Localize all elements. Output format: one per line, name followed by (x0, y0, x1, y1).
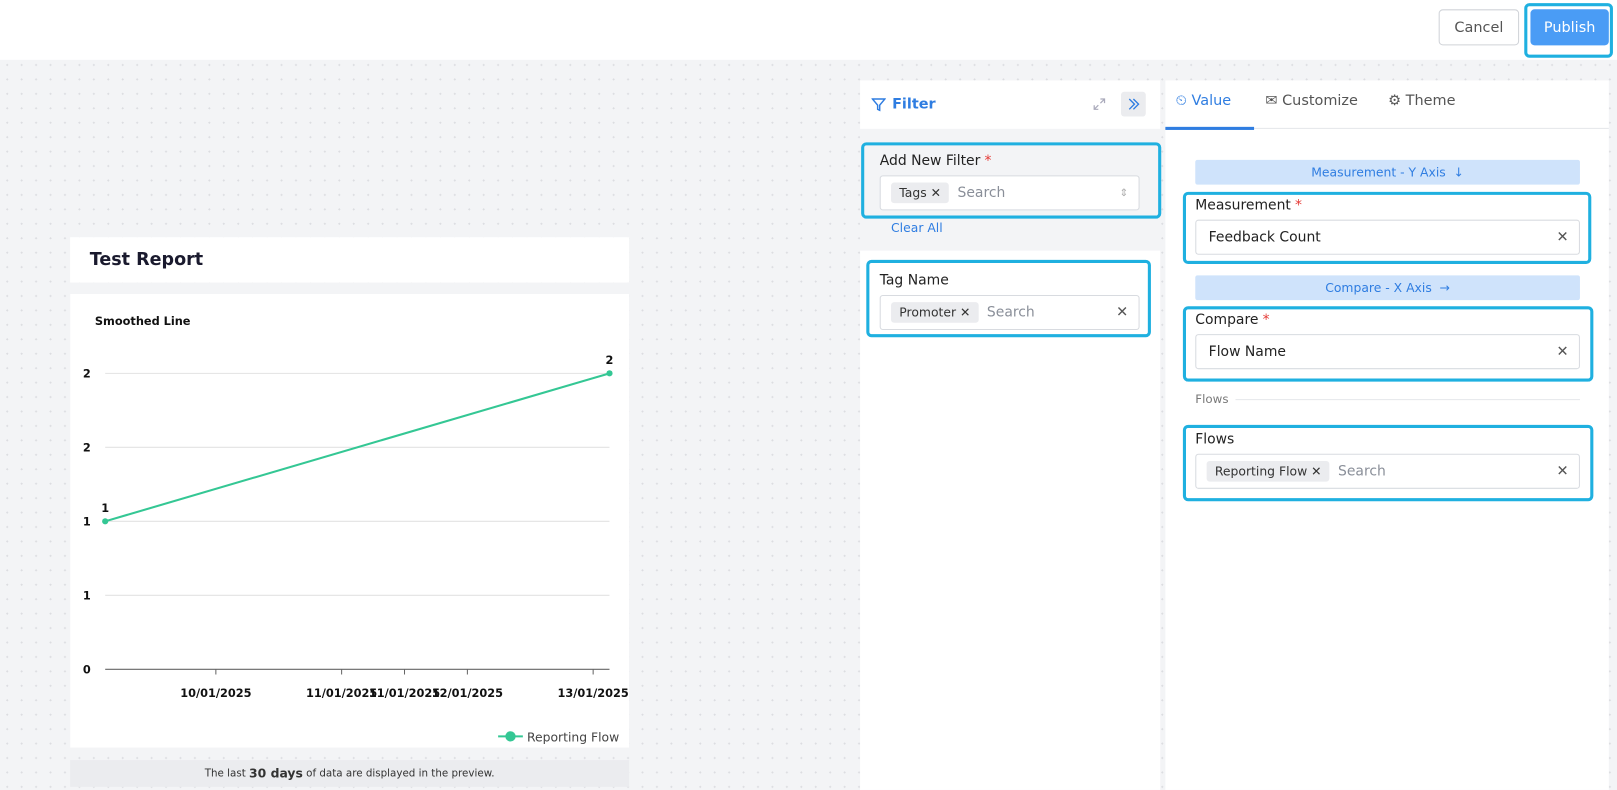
filter-title: Filter (892, 95, 936, 113)
tags-select[interactable]: Tags ✕ Search ⇕ (879, 175, 1140, 211)
field-label: Flows (1195, 431, 1235, 448)
expand-icon[interactable] (1092, 97, 1106, 111)
divider (1235, 399, 1580, 401)
y-tick-label: 1 (83, 588, 91, 602)
chart-title: Smoothed Line (95, 314, 191, 328)
field-label: Compare * (1195, 311, 1269, 328)
chip-text: Tags (899, 185, 927, 201)
chip-text: Promoter (899, 305, 957, 320)
x-tick-label: 13/01/2025 (557, 686, 628, 700)
highlight (861, 142, 1162, 219)
select-value: Feedback Count (1208, 228, 1321, 246)
footer-text: The last (204, 767, 250, 780)
field-label: Add New Filter * (880, 153, 992, 170)
y-tick-label: 1 (83, 514, 91, 528)
highlight (1182, 306, 1594, 382)
active-tab-underline (1165, 126, 1255, 130)
top-bar (0, 0, 1617, 60)
data-label: 1 (101, 501, 109, 515)
banner-text: Measurement - Y Axis (1311, 165, 1446, 180)
settings-panel (1165, 80, 1609, 790)
chip: Tags ✕ (891, 182, 950, 204)
data-label: 2 (606, 353, 614, 367)
banner-text: Compare - X Axis (1325, 280, 1432, 295)
axis-banner: Measurement - Y Axis ↓ (1195, 159, 1580, 185)
tab-label: Customize (1282, 92, 1358, 110)
field-label: Tag Name (879, 272, 949, 289)
filter-header (860, 80, 1161, 129)
highlight (1524, 3, 1613, 58)
y-tick-label: 2 (83, 366, 91, 380)
publish-button[interactable]: Publish (1530, 9, 1609, 46)
cancel-button[interactable]: Cancel (1438, 9, 1520, 46)
tag-section (860, 250, 1161, 790)
x-tick-label: 12/01/2025 (432, 686, 503, 700)
x-tick-label: 11/01/2025 (306, 686, 377, 700)
select-value: Flow Name (1208, 343, 1286, 360)
footer-bold: 30 days (249, 766, 303, 781)
x-tick-label: 10/01/2025 (180, 686, 251, 700)
chip: Reporting Flow ✕ (1206, 460, 1330, 482)
section-divider-label: Flows (1195, 391, 1229, 407)
required-mark: * (1262, 311, 1270, 328)
tag-name-select[interactable]: Promoter ✕ Search ✕ (879, 294, 1140, 331)
x-tick-label: 11/01/2025 (369, 686, 440, 700)
placeholder: Search (1338, 463, 1386, 480)
flows-select[interactable]: Reporting Flow ✕ Search ✕ (1195, 453, 1580, 489)
chip-text: Reporting Flow (1214, 464, 1308, 479)
filter-icon (871, 98, 886, 112)
tab-label: Value (1191, 92, 1232, 110)
required-mark: * (984, 152, 992, 170)
highlight (1182, 424, 1594, 502)
highlight (1182, 191, 1592, 265)
report-title: Test Report (70, 237, 630, 283)
placeholder: Search (957, 184, 1006, 202)
legend-label: Reporting Flow (527, 731, 619, 745)
data-point (102, 518, 109, 525)
label-text: Compare (1195, 311, 1259, 328)
axis-banner: Compare - X Axis → (1195, 275, 1580, 301)
y-tick-label: 2 (83, 440, 91, 454)
compare-select[interactable]: Flow Name ✕ (1195, 334, 1580, 370)
footer-note: The last 30 days of data are displayed i… (70, 760, 630, 787)
label-text: Measurement (1195, 196, 1291, 214)
label-text: Add New Filter (879, 152, 981, 170)
highlight (866, 259, 1151, 338)
tab-divider (1165, 127, 1609, 129)
placeholder: Search (986, 304, 1035, 321)
measurement-select[interactable]: Feedback Count ✕ (1195, 219, 1580, 255)
field-label: Measurement * (1195, 197, 1302, 214)
legend-marker (505, 731, 516, 742)
collapse-button[interactable] (1121, 91, 1146, 117)
data-point (606, 370, 613, 377)
tab[interactable]: ⚙ Theme (1388, 92, 1456, 110)
series-line (104, 372, 610, 523)
required-mark: * (1294, 196, 1302, 214)
tab[interactable]: ✉ Customize (1265, 92, 1358, 110)
y-tick-label: 0 (83, 662, 91, 676)
footer-text: of data are displayed in the preview. (302, 767, 495, 780)
chip: Promoter ✕ (891, 302, 979, 323)
tab-label: Theme (1405, 92, 1456, 110)
tab[interactable]: ⏲ Value (1175, 92, 1232, 110)
clear-all-link[interactable]: Clear All (891, 220, 943, 236)
